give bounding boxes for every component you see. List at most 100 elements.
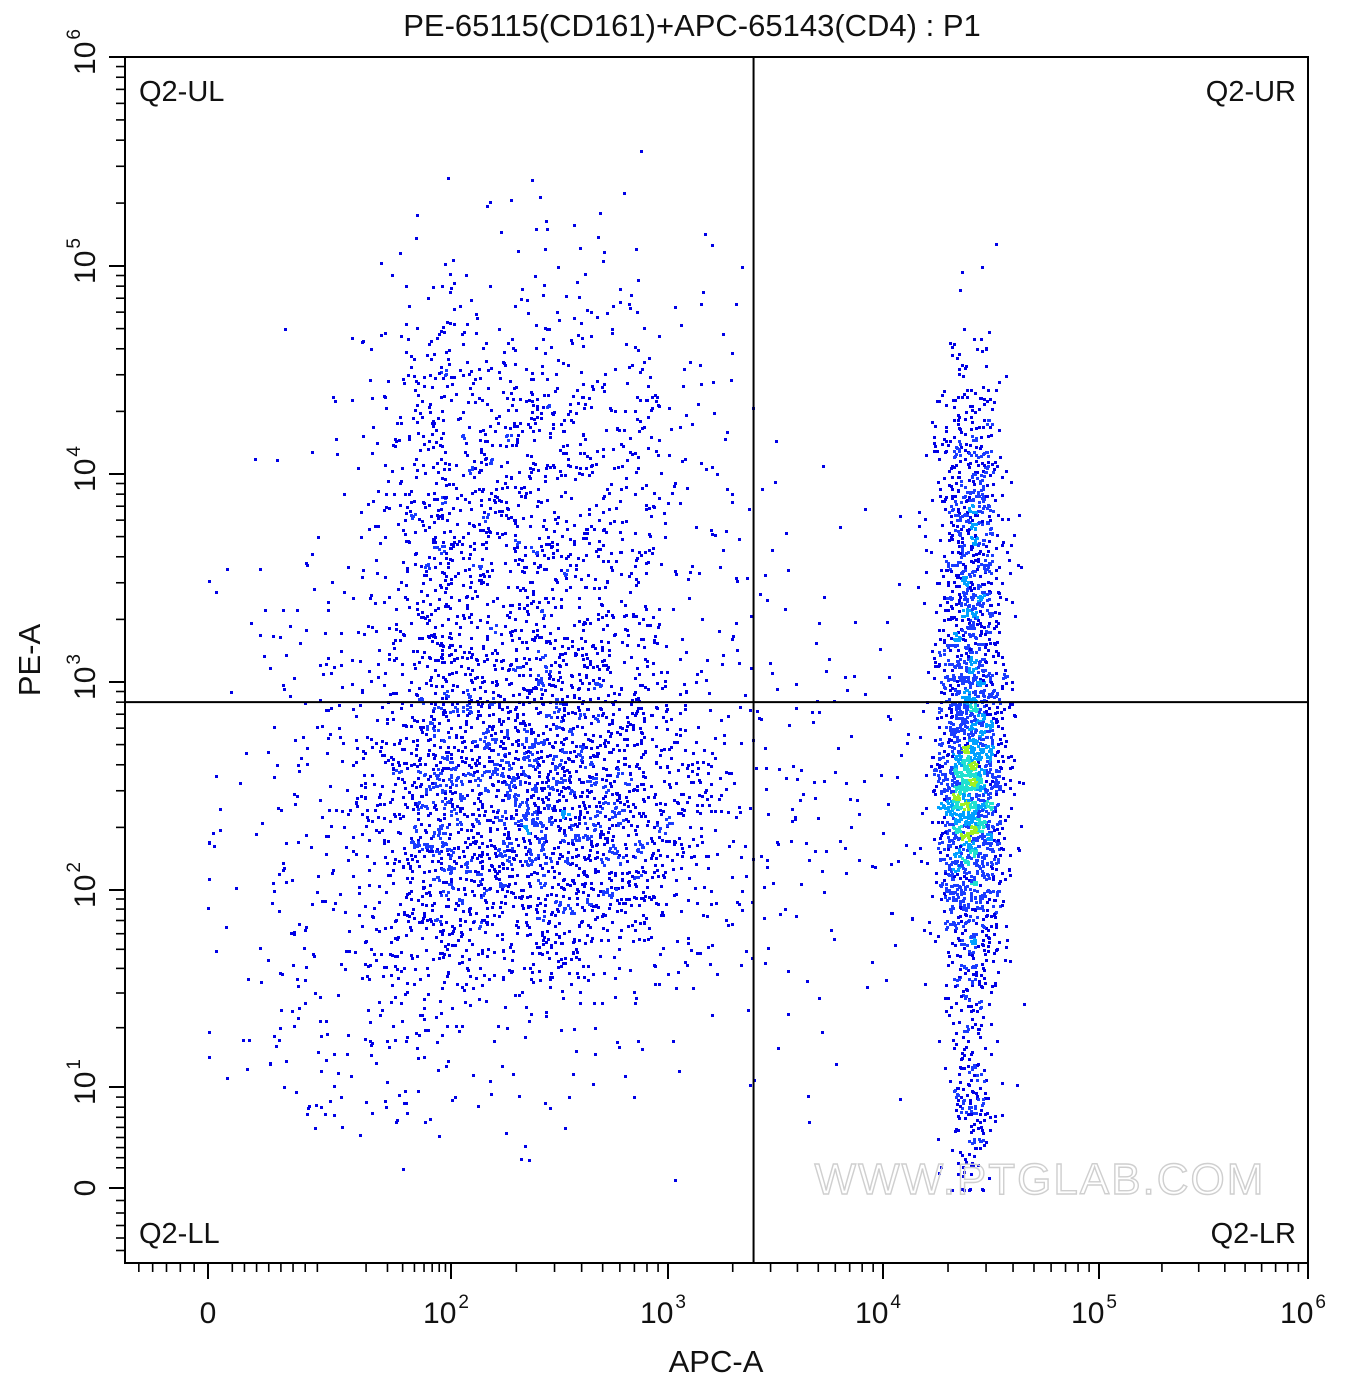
event-dot (591, 763, 594, 766)
event-dot (666, 824, 669, 827)
event-dot (501, 510, 504, 513)
event-dot (473, 771, 476, 774)
event-dot (502, 747, 505, 750)
event-dot (468, 939, 471, 942)
event-dot (559, 449, 562, 452)
event-dot (564, 957, 567, 960)
event-dot (597, 236, 600, 239)
event-dot (993, 839, 996, 842)
event-dot (570, 339, 573, 342)
event-dot (447, 905, 450, 908)
event-dot (621, 878, 624, 881)
event-dot (960, 803, 963, 806)
event-dot (946, 675, 949, 678)
event-dot (416, 469, 419, 472)
event-dot (530, 863, 533, 866)
event-dot (493, 914, 496, 917)
event-dot (521, 904, 524, 907)
event-dot (620, 443, 623, 446)
event-dot (540, 750, 543, 753)
event-dot (527, 906, 530, 909)
event-dot (387, 759, 390, 762)
event-dot (571, 839, 574, 842)
event-dot (735, 622, 738, 625)
event-dot (493, 951, 496, 954)
event-dot (555, 706, 558, 709)
event-dot (445, 921, 448, 924)
event-dot (658, 335, 661, 338)
event-dot (649, 535, 652, 538)
event-dot (964, 725, 967, 728)
event-dot (588, 508, 591, 511)
event-dot (963, 897, 966, 900)
event-dot (392, 718, 395, 721)
event-dot (462, 710, 465, 713)
event-dot (602, 767, 605, 770)
event-dot (960, 755, 963, 758)
event-dot (575, 956, 578, 959)
event-dot (393, 647, 396, 650)
event-dot (429, 738, 432, 741)
event-dot (477, 871, 480, 874)
event-dot (431, 640, 434, 643)
event-dot (459, 821, 462, 824)
event-dot (482, 647, 485, 650)
event-dot (603, 742, 606, 745)
event-dot (954, 831, 957, 834)
event-dot (526, 804, 529, 807)
event-dot (564, 962, 567, 965)
event-dot (606, 668, 609, 671)
event-dot (604, 801, 607, 804)
event-dot (641, 844, 644, 847)
event-dot (547, 870, 550, 873)
event-dot (958, 826, 961, 829)
event-dot (573, 624, 576, 627)
event-dot (462, 773, 465, 776)
event-dot (659, 827, 662, 830)
event-dot (618, 854, 621, 857)
event-dot (999, 880, 1002, 883)
event-dot (324, 900, 327, 903)
event-dot (613, 692, 616, 695)
event-dot (484, 690, 487, 693)
event-dot (384, 856, 387, 859)
event-dot (564, 817, 567, 820)
event-dot (571, 790, 574, 793)
event-dot (468, 522, 471, 525)
event-dot (632, 803, 635, 806)
event-dot (454, 791, 457, 794)
event-dot (502, 867, 505, 870)
event-dot (441, 649, 444, 652)
event-dot (446, 690, 449, 693)
event-dot (964, 768, 967, 771)
event-dot (469, 673, 472, 676)
event-dot (524, 546, 527, 549)
event-dot (569, 781, 572, 784)
event-dot (615, 888, 618, 891)
event-dot (953, 800, 956, 803)
event-dot (558, 793, 561, 796)
event-dot (442, 419, 445, 422)
event-dot (519, 398, 522, 401)
event-dot (439, 891, 442, 894)
event-dot (507, 586, 510, 589)
event-dot (971, 787, 974, 790)
event-dot (554, 685, 557, 688)
event-dot (966, 705, 969, 708)
event-dot (618, 797, 621, 800)
event-dot (519, 803, 522, 806)
event-dot (458, 633, 461, 636)
event-dot (356, 747, 359, 750)
event-dot (946, 760, 949, 763)
event-dot (668, 771, 671, 774)
event-dot (416, 694, 419, 697)
event-dot (452, 545, 455, 548)
event-dot (608, 827, 611, 830)
event-dot (955, 706, 958, 709)
event-dot (589, 849, 592, 852)
event-dot (506, 791, 509, 794)
event-dot (961, 780, 964, 783)
event-dot (370, 594, 373, 597)
event-dot (621, 727, 624, 730)
event-dot (655, 902, 658, 905)
